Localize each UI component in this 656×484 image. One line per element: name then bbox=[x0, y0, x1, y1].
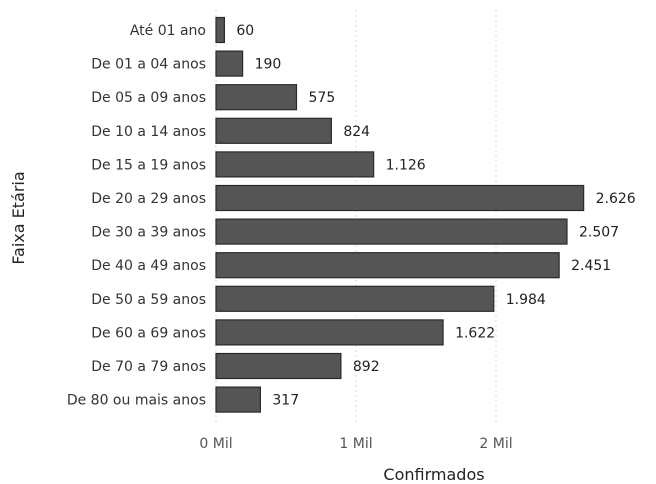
category-label: De 50 a 59 anos bbox=[91, 292, 206, 308]
category-label: De 60 a 69 anos bbox=[91, 325, 206, 341]
value-label: 575 bbox=[309, 90, 336, 106]
x-tick-label: 2 Mil bbox=[479, 436, 512, 452]
category-label: De 80 ou mais anos bbox=[67, 393, 206, 409]
value-label: 824 bbox=[343, 124, 370, 140]
bar bbox=[215, 16, 225, 44]
value-label: 1.984 bbox=[506, 292, 546, 308]
value-labels: 60 190 575 824 1.126 2.626 2.507 2.451 1.984 1.62… bbox=[236, 23, 635, 409]
bar bbox=[215, 84, 298, 111]
category-label: De 15 a 19 anos bbox=[91, 157, 206, 173]
bar bbox=[215, 151, 375, 178]
y-axis-title: Faixa Etária bbox=[9, 171, 28, 264]
bar bbox=[215, 252, 560, 279]
bar bbox=[215, 352, 342, 380]
bar bbox=[215, 319, 444, 346]
category-label: De 05 a 09 anos bbox=[91, 90, 206, 106]
category-label: De 30 a 39 anos bbox=[91, 225, 206, 241]
bar bbox=[215, 117, 332, 144]
value-label: 60 bbox=[236, 23, 254, 39]
x-tick-label: 1 Mil bbox=[339, 436, 372, 452]
value-label: 1.622 bbox=[455, 325, 495, 341]
value-label: 190 bbox=[255, 57, 282, 73]
category-label: De 01 a 04 anos bbox=[91, 57, 206, 73]
x-tick-labels: 0 Mil 1 Mil 2 Mil bbox=[199, 436, 512, 452]
value-label: 2.507 bbox=[579, 225, 619, 241]
category-label: De 70 a 79 anos bbox=[91, 359, 206, 375]
x-tick-label: 0 Mil bbox=[199, 436, 232, 452]
value-label: 317 bbox=[272, 393, 299, 409]
value-label: 2.626 bbox=[596, 191, 636, 207]
x-axis-title: Confirmados bbox=[383, 465, 484, 484]
category-label: De 10 a 14 anos bbox=[91, 124, 206, 140]
value-label: 892 bbox=[353, 359, 380, 375]
bar bbox=[215, 50, 244, 77]
value-label: 2.451 bbox=[571, 258, 611, 274]
category-label: Até 01 ano bbox=[130, 23, 206, 39]
bar bbox=[215, 386, 261, 413]
category-label: De 20 a 29 anos bbox=[91, 191, 206, 207]
bars-layer bbox=[215, 16, 585, 413]
value-label: 1.126 bbox=[386, 157, 426, 173]
bar bbox=[215, 184, 585, 212]
category-label: De 40 a 49 anos bbox=[91, 258, 206, 274]
bar bbox=[215, 218, 568, 245]
bar bbox=[215, 285, 495, 312]
category-labels: Até 01 ano De 01 a 04 anos De 05 a 09 anos… bbox=[67, 23, 206, 409]
